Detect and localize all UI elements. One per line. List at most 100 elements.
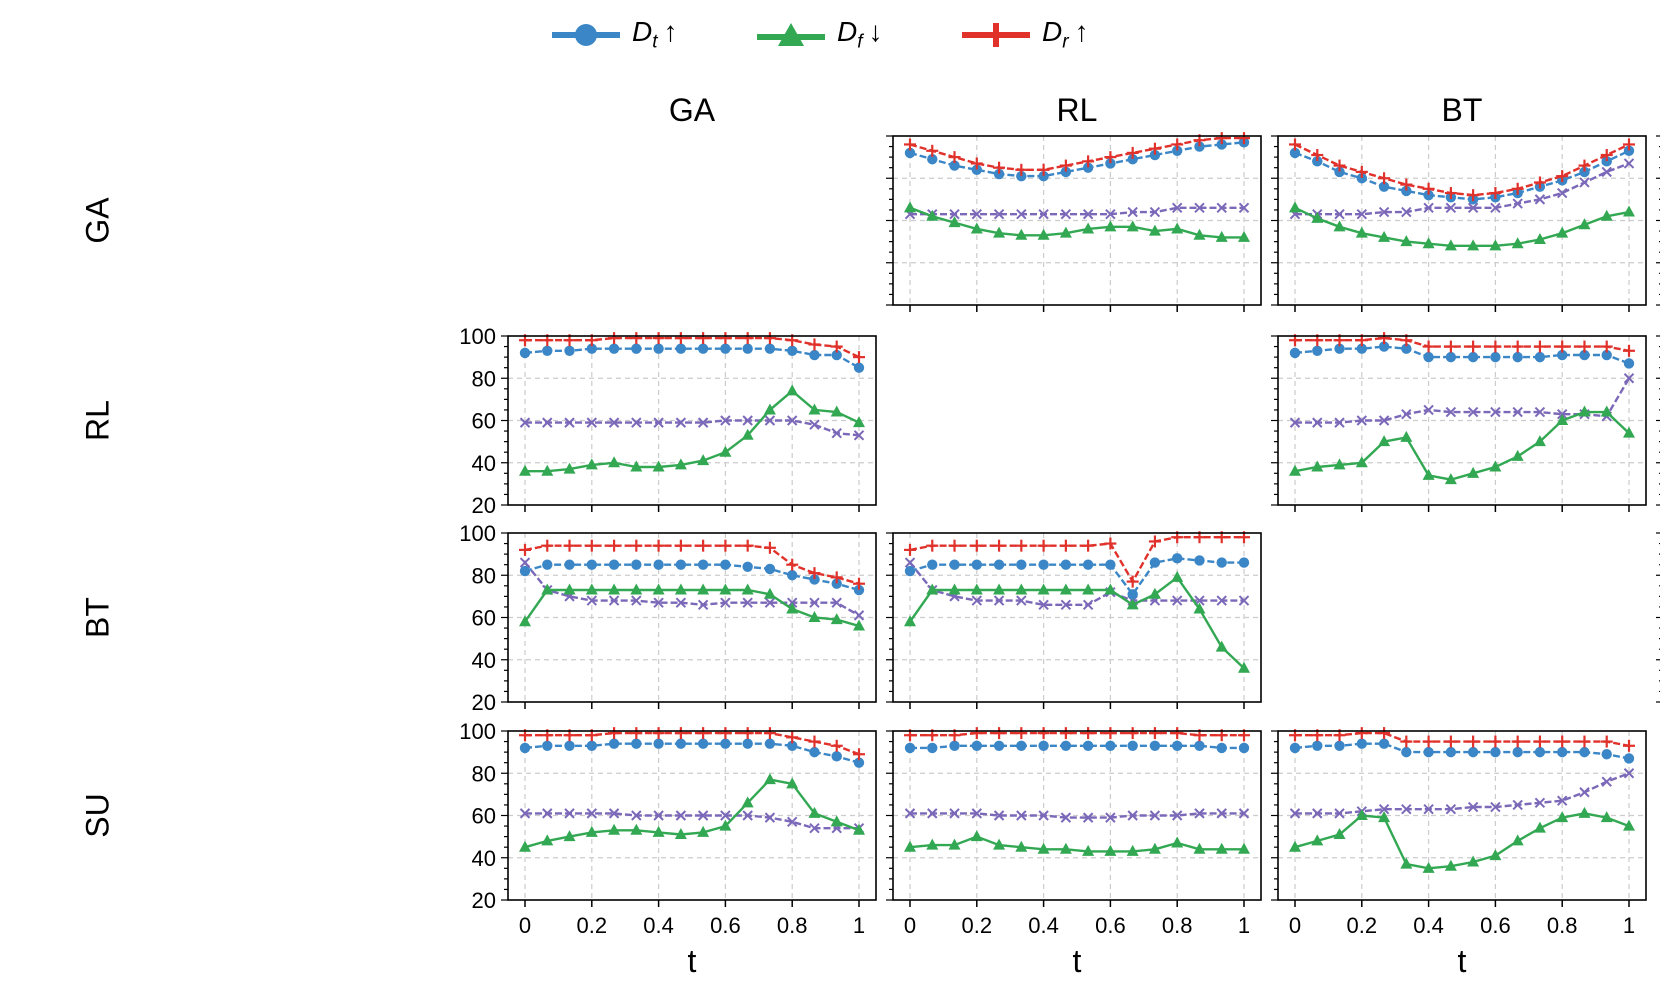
triangle-marker	[674, 458, 687, 470]
circle-marker	[1334, 343, 1345, 354]
triangle-marker	[830, 613, 843, 625]
circle-marker	[949, 160, 960, 171]
triangle-marker	[652, 583, 665, 595]
circle-marker	[971, 559, 982, 570]
triangle-marker	[1015, 228, 1028, 240]
triangle-marker	[1444, 859, 1457, 871]
triangle-marker	[1333, 458, 1346, 470]
x-marker	[1216, 595, 1227, 606]
x-marker	[519, 557, 531, 568]
x-marker	[949, 208, 960, 220]
circle-marker	[904, 565, 916, 577]
x-marker	[564, 808, 575, 819]
circle-marker	[764, 563, 776, 575]
triangle-marker	[1037, 228, 1050, 240]
plot-frame	[1277, 730, 1647, 901]
x-marker	[1378, 415, 1390, 426]
x-marker	[720, 415, 731, 426]
triangle-marker	[697, 825, 710, 837]
circle-marker	[1149, 557, 1161, 568]
x-marker	[1082, 599, 1094, 611]
y-tick-label: 80	[472, 563, 496, 588]
x-marker	[1356, 208, 1368, 220]
circle-marker-icon	[552, 24, 620, 46]
x-marker	[1171, 202, 1183, 214]
x-marker	[519, 417, 531, 428]
triangle-marker	[1578, 218, 1591, 230]
circle-marker	[1445, 351, 1457, 363]
triangle-marker	[1556, 414, 1569, 425]
subplot-bt-su	[1656, 532, 1660, 703]
x-marker	[1356, 415, 1368, 426]
x-marker	[1423, 404, 1434, 416]
triangle-marker	[1422, 237, 1435, 249]
triangle-marker	[1600, 811, 1613, 823]
circle-marker	[1534, 351, 1546, 363]
triangle-marker	[519, 840, 531, 852]
x-marker	[971, 808, 983, 819]
triangle-marker	[808, 611, 821, 622]
triangle-marker	[585, 458, 598, 470]
circle-marker	[697, 559, 709, 570]
circle-marker	[1512, 351, 1523, 363]
circle-marker	[586, 559, 597, 570]
x-tick-label: 0.6	[710, 913, 741, 938]
circle-marker	[1312, 740, 1323, 751]
circle-marker	[1082, 740, 1094, 751]
triangle-marker	[1355, 456, 1368, 468]
series-line	[1295, 772, 1630, 815]
triangle-marker	[1378, 230, 1391, 242]
x-marker	[1149, 810, 1161, 821]
circle-marker	[831, 349, 842, 361]
x-marker	[1401, 803, 1412, 815]
circle-marker	[564, 345, 575, 356]
triangle-marker	[630, 823, 643, 835]
circle-marker	[631, 559, 642, 570]
triangle-marker	[1578, 806, 1591, 818]
x-marker	[697, 810, 709, 821]
triangle-marker	[630, 460, 643, 472]
triangle-marker	[1533, 821, 1546, 833]
triangle-marker	[1355, 809, 1368, 820]
circle-marker	[949, 740, 960, 751]
series-line	[909, 835, 1244, 853]
triangle-marker	[1104, 844, 1117, 856]
x-marker	[720, 810, 731, 821]
circle-marker	[720, 343, 731, 354]
x-marker	[631, 595, 642, 606]
x-marker	[1149, 206, 1161, 218]
x-marker	[949, 808, 960, 819]
series-line	[909, 561, 1244, 606]
circle-marker	[519, 565, 531, 577]
triangle-marker	[1037, 583, 1050, 595]
circle-marker	[1312, 156, 1323, 167]
x-marker	[675, 417, 687, 428]
x-tick-label: 0.8	[1162, 913, 1193, 938]
x-marker	[1060, 208, 1072, 220]
x-marker	[1016, 810, 1027, 821]
x-marker	[1127, 206, 1138, 218]
x-marker	[1423, 202, 1434, 214]
x-axis-label: t	[1073, 943, 1082, 979]
x-marker	[853, 610, 865, 621]
circle-marker	[787, 345, 798, 356]
triangle-marker	[763, 773, 776, 785]
series-line	[524, 778, 860, 849]
series-line	[1295, 336, 1630, 352]
plot-frame	[507, 335, 877, 506]
x-marker	[1445, 202, 1457, 214]
triangle-marker	[1533, 233, 1546, 245]
triangle-marker	[830, 815, 843, 827]
x-marker	[1289, 417, 1301, 428]
triangle-marker	[1238, 230, 1250, 242]
series-line	[1295, 731, 1630, 747]
circle-marker	[1016, 559, 1027, 570]
triangle-marker	[1400, 235, 1413, 247]
circle-marker	[1216, 557, 1227, 568]
legend-item-df: Df ↓	[755, 10, 883, 60]
x-marker	[586, 595, 598, 606]
triangle-marker	[1533, 435, 1546, 447]
series-line	[1294, 345, 1630, 365]
triangle-marker	[1600, 405, 1613, 417]
circle-marker	[1623, 753, 1635, 764]
